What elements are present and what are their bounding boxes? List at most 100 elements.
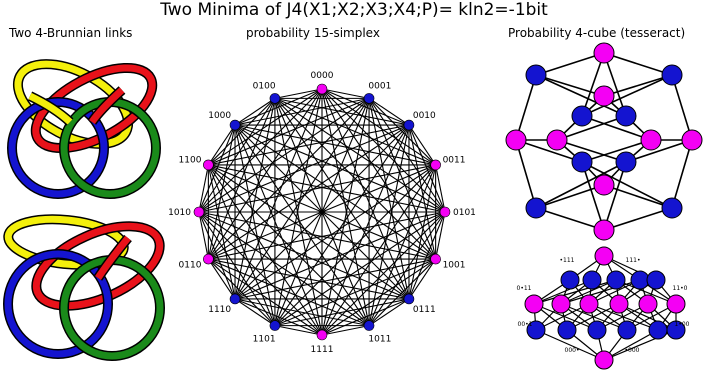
lattice-label: 111• [626, 257, 641, 264]
lattice-label: 000• [565, 347, 580, 354]
simplex-edge [207, 98, 276, 260]
lattice-label: 11•0 [673, 285, 688, 292]
simplex-edge [198, 211, 236, 300]
simplex-edge [321, 258, 436, 336]
simplex-edge [207, 164, 323, 336]
tesseract-edge [603, 184, 673, 209]
simplex-vertex [439, 206, 451, 218]
lattice-node [648, 320, 668, 340]
tesseract-edge [556, 139, 627, 163]
tesseract-edge [581, 52, 605, 117]
tesseract-edge [535, 184, 605, 209]
tesseract-vertex [505, 129, 527, 151]
lattice-label: •111 [560, 257, 575, 264]
simplex-vertex [229, 293, 241, 305]
links-panel-title: Two 4-Brunnian links [9, 26, 133, 40]
simplex-edge [234, 124, 436, 260]
tesseract-edge [556, 115, 627, 141]
lattice-node [666, 320, 686, 340]
lattice-node [551, 294, 571, 314]
simplex-edge [321, 88, 370, 326]
simplex-vertex [363, 320, 375, 331]
tesseract-vertex [571, 151, 593, 173]
simplex-edge [408, 164, 437, 300]
lattice-edge [560, 279, 617, 305]
simplex-edge [274, 98, 410, 300]
tesseract-edge [535, 52, 605, 76]
tesseract-vertex [593, 219, 615, 241]
tesseract-vertex [640, 129, 662, 151]
tesseract-vertex [525, 197, 547, 219]
simplex-vertex [363, 93, 375, 104]
lattice-edge [618, 303, 677, 331]
lattice-edge [596, 303, 649, 331]
simplex-edge [208, 124, 410, 260]
simplex-edge [435, 211, 446, 260]
simplex-edge [408, 258, 437, 300]
simplex-edge [198, 211, 370, 327]
simplex-edge [321, 88, 436, 166]
lattice-edge [566, 303, 620, 331]
simplex-vertex [316, 83, 328, 95]
simplex-edge [234, 98, 370, 300]
lattice-node [638, 294, 658, 314]
tesseract-vertex [546, 129, 568, 151]
lattice-edge [560, 279, 641, 305]
simplex-edge [207, 164, 276, 326]
lattice-node [606, 270, 626, 290]
tesseract-vertex [681, 129, 703, 151]
tesseract-vertex [593, 174, 615, 196]
simplex-edge [368, 98, 446, 213]
tesseract-edge [515, 139, 537, 209]
cube-panel-title: Probability 4-cube (tesseract) [508, 26, 686, 40]
lattice-edge [535, 303, 590, 331]
lattice-edge [533, 303, 598, 331]
tesseract-edge [515, 74, 537, 141]
main-title: Two Minima of J4(X1;X2;X3;X4;P)= kln2=-1… [160, 0, 548, 20]
simplex-edge [234, 97, 276, 126]
simplex-edge [198, 211, 436, 260]
simplex-edge [198, 164, 436, 213]
tesseract-edge [581, 161, 605, 231]
tesseract-edge [603, 52, 673, 76]
lattice-node [609, 294, 629, 314]
lattice-node [594, 246, 614, 266]
simplex-edge [198, 211, 209, 260]
simplex-edge [234, 298, 276, 327]
lattice-label: 1•00 [675, 321, 690, 328]
simplex-edge [408, 124, 437, 260]
tesseract-edge [581, 161, 673, 209]
simplex-vertex-label: 0010 [413, 111, 436, 121]
lattice-node [579, 294, 599, 314]
simplex-vertex [229, 119, 241, 131]
simplex-vertex-label: 1010 [168, 208, 191, 218]
tesseract-vertex [571, 105, 593, 127]
simplex-edge [368, 211, 446, 326]
simplex-vertex-label: 0110 [179, 260, 202, 270]
lattice-edge [533, 279, 617, 305]
simplex-vertex [403, 293, 415, 305]
tesseract-edge [671, 74, 693, 141]
tesseract-edge [581, 115, 652, 141]
simplex-vertex-label: 1111 [311, 345, 334, 355]
simplex-edge [435, 164, 446, 213]
tesseract-vertex [525, 64, 547, 86]
simplex-edge [274, 88, 323, 326]
lattice-node [617, 320, 637, 340]
simplex-edge [198, 211, 276, 326]
lattice-node [594, 350, 614, 370]
simplex-vertex [269, 93, 281, 104]
simplex-vertex-label: 1101 [253, 335, 276, 345]
tesseract-edge [603, 207, 673, 231]
simplex-vertex-label: 1001 [443, 260, 466, 270]
simplex-edge [207, 258, 276, 327]
simplex-vertex [316, 329, 328, 341]
simplex-edge [234, 97, 370, 126]
lattice-node [646, 270, 666, 290]
simplex-edge [208, 211, 446, 260]
simplex-vertex [403, 119, 415, 131]
lattice-node [630, 270, 650, 290]
simplex-vertex [203, 159, 214, 171]
